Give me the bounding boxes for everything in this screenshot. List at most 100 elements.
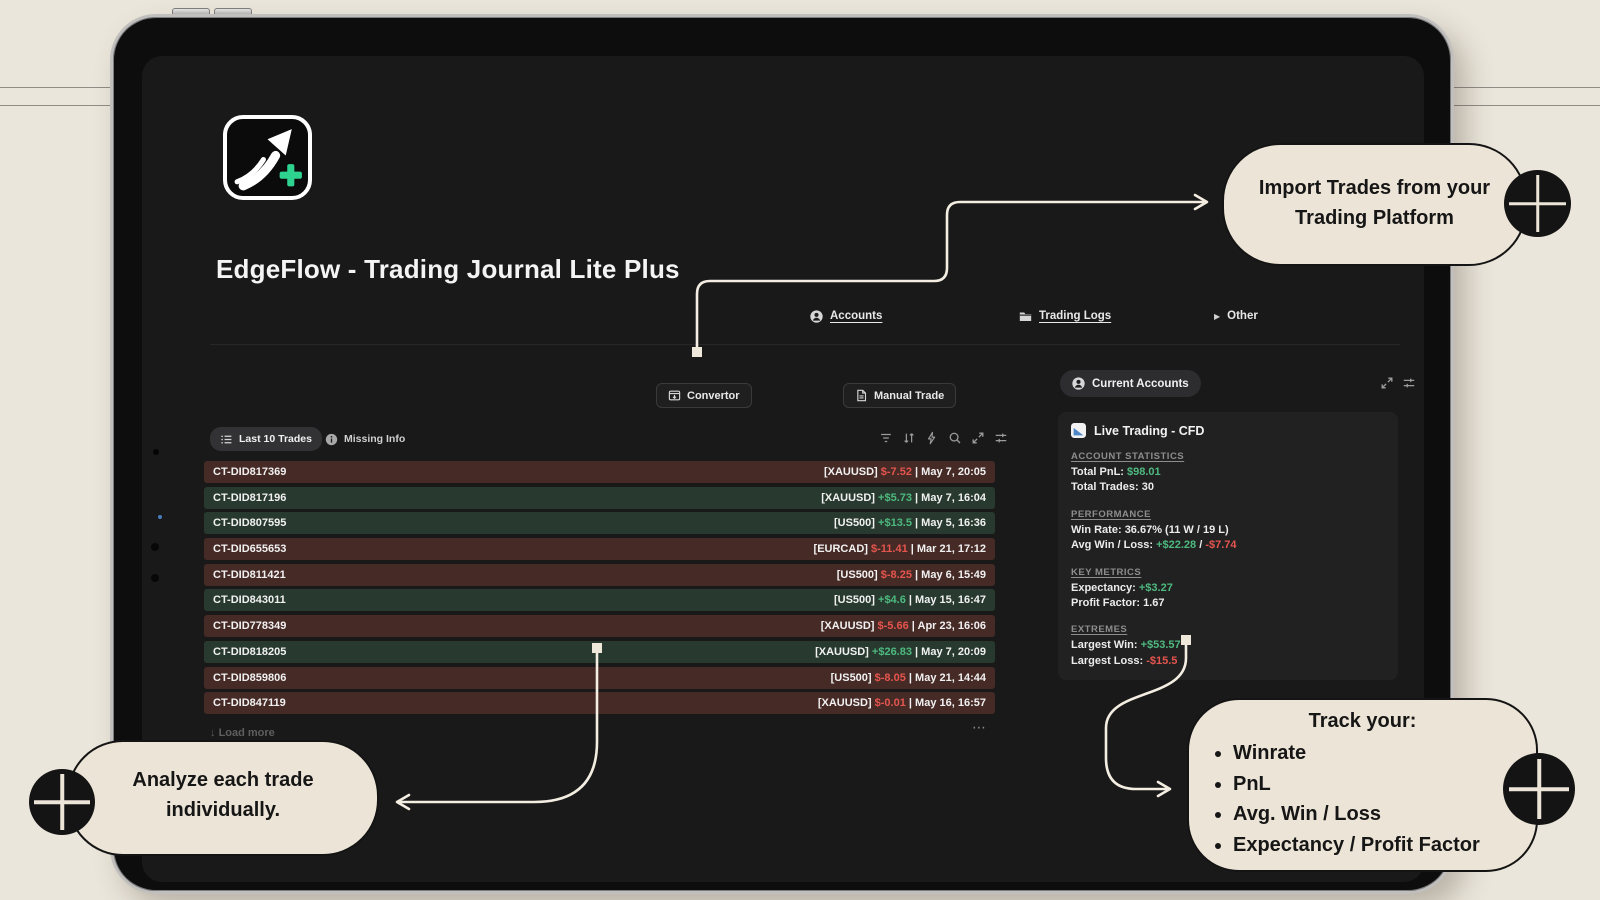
tune-filters-icon[interactable] [1402,376,1416,390]
trade-rows: CT-DID817369 [XAUUSD] $-7.52 | May 7, 20:… [204,461,995,718]
stat-line: Expectancy: +$3.27 [1071,581,1173,594]
convertor-button[interactable]: Convertor [656,383,752,408]
trade-summary: [XAUUSD] +$5.73 | May 7, 16:04 [821,491,986,504]
nav-label: Other [1227,310,1258,322]
tab-label: Missing Info [344,433,406,445]
button-label: Manual Trade [874,389,945,402]
button-label: Convertor [687,389,740,402]
trade-summary: [EURCAD] $-11.41 | Mar 21, 17:12 [813,543,986,556]
table-row[interactable]: CT-DID655653 [EURCAD] $-11.41 | Mar 21, 1… [204,538,995,561]
chart-page-icon [1071,423,1086,438]
bezel-dot [151,574,159,582]
import-box-icon [668,390,681,401]
stat-line: Largest Win: +$53.57 [1071,639,1181,652]
down-arrow-icon: ↓ [210,727,216,739]
trade-id: CT-DID817369 [213,466,287,478]
bezel-dot [153,449,159,455]
lightning-icon[interactable] [925,431,939,445]
trade-summary: [US500] +$13.5 | May 5, 16:36 [834,517,986,530]
trade-id: CT-DID655653 [213,543,287,556]
trade-id: CT-DID811421 [213,568,286,581]
account-card-header: Live Trading - CFD [1071,423,1385,438]
callout-text: individually. [165,799,281,821]
nav-label: Accounts [830,310,883,322]
callout-track: Track your: WinratePnLAvg. Win / LossExp… [1187,698,1538,872]
stat-line: Total PnL: $98.01 [1071,466,1161,478]
search-icon[interactable] [948,431,962,445]
nav-tab-trading-logs[interactable]: Trading Logs [1019,306,1111,326]
callout-text: Import Trades from your [1258,177,1491,199]
table-row[interactable]: CT-DID847119 [XAUUSD] $-0.01 | May 16, 16… [204,692,995,715]
callout-analyze: Analyze each trade individually. [67,740,379,856]
section-heading: EXTREMES [1071,624,1128,636]
section-heading: ACCOUNT STATISTICS [1071,451,1185,462]
table-row[interactable]: CT-DID817369 [XAUUSD] $-7.52 | May 7, 20:… [204,461,995,483]
callout-import-trades: Import Trades from your Trading Platform [1222,143,1527,266]
table-row[interactable]: CT-DID859806 [US500] $-8.05 | May 21, 14:… [204,666,995,689]
table-row[interactable]: CT-DID807595 [US500] +$13.5 | May 5, 16:3… [204,512,995,535]
track-bullet: PnL [1233,769,1536,800]
track-bullet: Expectancy / Profit Factor [1233,830,1536,861]
trade-summary: [XAUUSD] +$26.83 | May 7, 20:09 [815,645,986,658]
expand-icon[interactable] [1380,376,1394,390]
table-row[interactable]: CT-DID778349 [XAUUSD] $-5.66 | Apr 23, 16… [204,615,995,638]
plus-badge-icon [29,769,95,835]
trade-id: CT-DID807595 [213,517,287,530]
load-more-button[interactable]: ↓ Load more [210,727,275,739]
stat-line: Total Trades: 30 [1071,481,1154,494]
list-icon [221,434,232,444]
stat-line: Avg Win / Loss: +$22.28 / -$7.74 [1071,539,1237,552]
table-row[interactable]: CT-DID843011 [US500] +$4.6 | May 15, 16:4… [204,589,995,612]
stat-line: Win Rate: 36.67% (11 W / 19 L) [1071,523,1229,536]
section-heading: PERFORMANCE [1071,508,1151,520]
nav-label: Trading Logs [1039,310,1112,322]
current-accounts-tab[interactable]: Current Accounts [1060,370,1201,397]
trade-summary: [XAUUSD] $-0.01 | May 16, 16:57 [817,697,986,710]
table-row[interactable]: CT-DID818205 [XAUUSD] +$26.83 | May 7, 20… [204,640,995,663]
stat-line: Profit Factor: 1.67 [1071,597,1165,610]
plus-badge-icon [1503,753,1575,825]
trend-arrow-icon [234,129,302,191]
plus-badge-icon [1504,170,1571,237]
table-toolbar [879,431,1008,445]
nav-tab-other[interactable]: ▶ Other [1214,306,1258,326]
callout-text: Analyze each trade [132,769,314,791]
tab-missing-info[interactable]: Missing Info [325,431,405,447]
more-options-button[interactable]: ⋯ [972,719,987,735]
tab-last-10-trades[interactable]: Last 10 Trades [210,427,322,451]
trade-summary: [US500] +$4.6 | May 15, 16:47 [833,594,986,607]
callout-title: Track your: [1308,710,1417,732]
trade-id: CT-DID859806 [213,671,287,684]
track-bullet: Avg. Win / Loss [1233,799,1536,830]
manual-trade-button[interactable]: Manual Trade [843,383,957,408]
tune-filters-icon[interactable] [994,431,1008,445]
trade-id: CT-DID778349 [213,620,287,633]
trade-summary: [XAUUSD] $-5.66 | Apr 23, 16:06 [820,620,986,633]
document-icon [857,389,867,402]
bezel-dot [151,543,159,551]
tab-label: Last 10 Trades [239,433,312,445]
expand-icon[interactable] [971,431,985,445]
trade-id: CT-DID843011 [213,594,286,607]
section-divider [210,344,1400,345]
trade-id: CT-DID817196 [213,491,287,504]
account-title: Live Trading - CFD [1094,423,1205,438]
trade-id: CT-DID847119 [213,697,286,710]
tab-label: Current Accounts [1092,377,1189,390]
trade-summary: [US500] $-8.25 | May 6, 15:49 [836,568,986,581]
person-icon [1072,377,1085,390]
trade-summary: [XAUUSD] $-7.52 | May 7, 20:05 [823,466,986,478]
filter-icon[interactable] [879,431,893,445]
account-card[interactable]: Live Trading - CFD ACCOUNT STATISTICS Tot… [1058,412,1398,680]
callout-text: Trading Platform [1295,207,1454,229]
section-heading: KEY METRICS [1071,566,1142,578]
caret-right-icon: ▶ [1214,311,1221,321]
info-icon [325,433,338,445]
stat-line: Largest Loss: -$15.5 [1071,654,1178,667]
nav-tab-accounts[interactable]: Accounts [810,306,882,326]
sort-icon[interactable] [902,431,916,445]
table-row[interactable]: CT-DID817196 [XAUUSD] +$5.73 | May 7, 16:… [204,486,995,509]
page-logo[interactable] [223,115,312,200]
table-row[interactable]: CT-DID811421 [US500] $-8.25 | May 6, 15:4… [204,563,995,586]
person-icon [810,309,823,323]
